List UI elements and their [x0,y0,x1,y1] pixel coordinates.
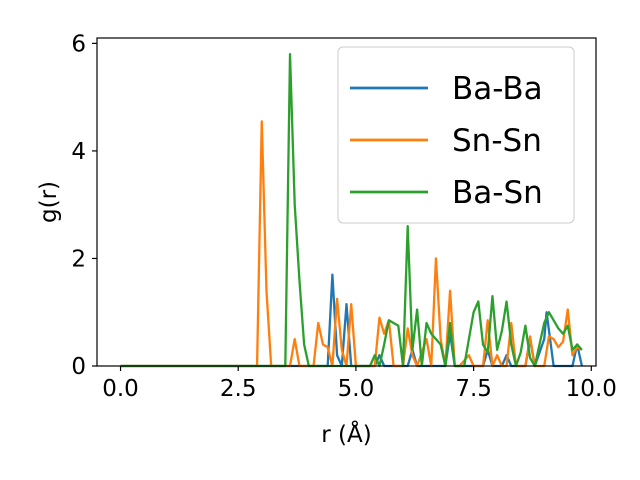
y-tick-label: 2 [71,246,86,272]
y-tick-label: 6 [71,31,86,57]
x-tick-label: 10.0 [566,376,617,402]
axes-frame [96,37,597,367]
x-tick-label: 7.5 [455,376,492,402]
x-tick-label: 5.0 [338,376,375,402]
x-tick-label: 0.0 [102,376,139,402]
legend-label-sn-sn: Sn-Sn [452,123,542,159]
x-axis-label: r (Å) [321,420,371,448]
y-tick-label: 4 [71,139,86,165]
x-tick-label: 2.5 [220,376,257,402]
legend-label-ba-sn: Ba-Sn [452,175,543,211]
legend-box [337,46,575,224]
y-tick-label: 0 [71,354,86,380]
legend: Ba-Ba Sn-Sn Ba-Sn [337,46,575,224]
legend-label-ba-ba: Ba-Ba [452,71,543,107]
y-axis-label: g(r) [36,181,62,223]
x-axis-ticks: 0.0 2.5 5.0 7.5 10.0 [102,366,617,402]
y-axis-ticks: 0 2 4 6 [71,31,97,380]
